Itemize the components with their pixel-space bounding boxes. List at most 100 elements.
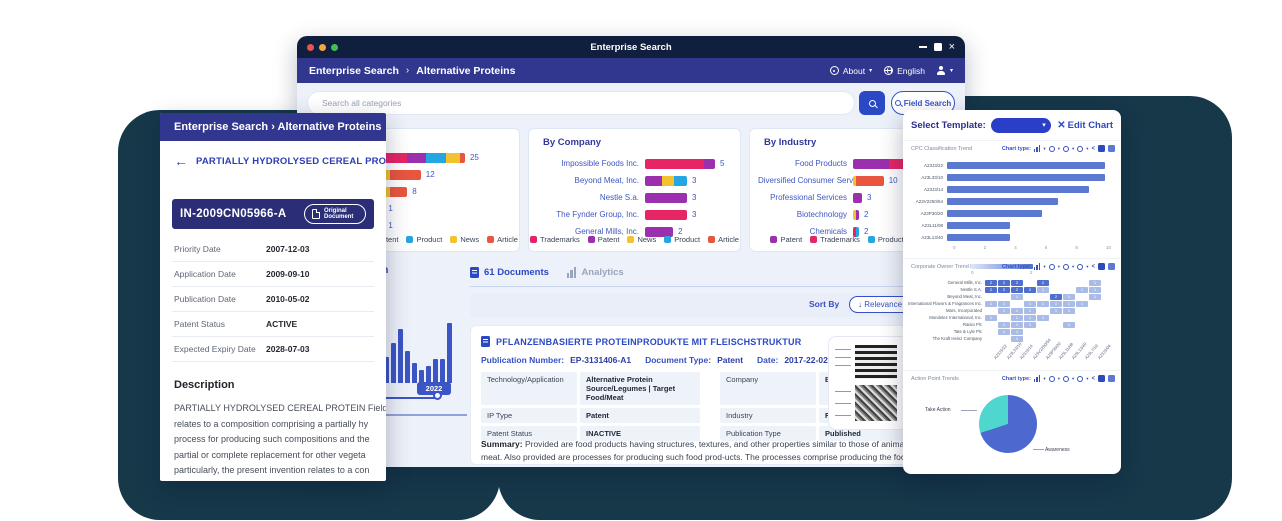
heatmap-cell <box>1050 315 1062 321</box>
bar-segment-patent <box>853 158 889 169</box>
user-menu[interactable]: ▾ <box>937 66 953 75</box>
legend-item-product: Product <box>664 235 700 244</box>
template-select[interactable]: ▾ <box>990 117 1051 133</box>
axis-tick: 0 <box>953 245 956 250</box>
detail-label: Priority Date <box>174 244 221 254</box>
chart-type-icon[interactable] <box>1033 263 1041 270</box>
heatmap-row: The Kraft Heinz Company 1 <box>903 335 1115 342</box>
heatmap-cell <box>1024 280 1036 286</box>
cpc-label: A23J3/22 <box>923 162 943 168</box>
breadcrumb-current: Alternative Proteins <box>416 64 516 77</box>
minimize-traffic-light[interactable] <box>319 43 326 51</box>
share-icon[interactable]: < <box>1091 263 1095 270</box>
legend-item-patent: Patent <box>770 235 802 244</box>
heatmap-cell <box>1089 301 1101 307</box>
original-document-button[interactable]: Original Document <box>304 204 366 224</box>
chart-view-icon[interactable] <box>1108 145 1115 152</box>
heatmap-cell <box>1037 308 1049 314</box>
legend-item-product: Product <box>867 235 904 244</box>
minimize-icon[interactable] <box>918 46 927 48</box>
time-filter-icon[interactable] <box>1048 375 1055 382</box>
heatmap-cell <box>1024 294 1036 300</box>
heatmap-cell: 2 <box>1011 286 1023 293</box>
chart-bar-row: Diversified Consumer Serv... 10 <box>758 172 957 189</box>
maximize-traffic-light[interactable] <box>331 43 338 51</box>
search-input[interactable]: Search all categories <box>307 91 855 115</box>
bar-label: Chemicals <box>809 227 847 236</box>
legend-item-trademarks: Trademarks <box>530 235 580 244</box>
time-filter-icon[interactable] <box>1048 145 1055 152</box>
close-traffic-light[interactable] <box>307 43 314 51</box>
edit-chart-button[interactable]: ✕ Edit Chart <box>1057 120 1113 131</box>
heatmap-row-label: Raisio Plc <box>962 322 982 327</box>
heatmap-cell <box>1063 315 1075 321</box>
table-view-icon[interactable] <box>1098 375 1105 382</box>
heatmap-cell: 1 <box>1024 300 1036 307</box>
pie-callout-line <box>961 410 977 411</box>
heatmap-cell <box>1050 329 1062 335</box>
settings-icon[interactable] <box>1077 375 1084 382</box>
heatmap-cell <box>1050 280 1062 286</box>
legend-label: Patent <box>780 235 803 244</box>
heatmap-cell <box>1089 308 1101 314</box>
heatmap-cell: 2 <box>1024 286 1036 293</box>
zoom-icon[interactable] <box>1062 145 1069 152</box>
heatmap-cell <box>1063 329 1075 335</box>
stacked-bar <box>853 158 910 169</box>
chart-view-icon[interactable] <box>1108 263 1115 270</box>
share-icon[interactable]: < <box>1091 145 1095 152</box>
year-slider-handle[interactable] <box>433 391 442 400</box>
document-icon <box>481 336 490 347</box>
search-icon <box>868 99 876 107</box>
bar-segment-news <box>446 152 460 163</box>
heatmap-cell <box>1037 329 1049 335</box>
heatmap-cell: 1 <box>1011 328 1023 335</box>
heatmap-cell: 1 <box>1050 307 1062 314</box>
traffic-lights[interactable] <box>307 43 338 51</box>
heatmap-row-label: General Mills, Inc. <box>947 280 982 285</box>
description-heading: Description <box>174 379 235 391</box>
language-menu[interactable]: English <box>884 66 925 76</box>
chevron-down-icon: ▾ <box>1043 375 1046 381</box>
histogram-bar <box>412 363 417 383</box>
detail-value: 2010-05-02 <box>266 294 310 304</box>
breadcrumb-root[interactable]: Enterprise Search <box>309 64 399 77</box>
zoom-icon[interactable] <box>1062 263 1069 270</box>
heatmap-cell: 1 <box>998 307 1010 314</box>
heatmap-cell <box>998 336 1010 342</box>
filter-slider-track[interactable] <box>317 414 467 416</box>
zoom-icon[interactable] <box>1062 375 1069 382</box>
about-menu[interactable]: About ▾ <box>829 66 872 76</box>
chevron-down-icon: ▾ <box>1057 375 1060 381</box>
chart-view-icon[interactable] <box>1108 375 1115 382</box>
search-button[interactable] <box>859 91 885 115</box>
heatmap-cell: 1 <box>1089 293 1101 300</box>
description-line: relates to a composition comprising a pa… <box>174 418 369 429</box>
bar-segment-trademarks <box>645 158 704 169</box>
histogram-bar <box>419 370 424 383</box>
settings-icon[interactable] <box>1077 145 1084 152</box>
table-view-icon[interactable] <box>1098 145 1105 152</box>
scale-min: 0 <box>971 270 974 275</box>
close-icon[interactable]: × <box>948 41 955 53</box>
legend-label: Article <box>497 235 518 244</box>
settings-icon[interactable] <box>1077 263 1084 270</box>
chart-type-icon[interactable] <box>1033 375 1041 382</box>
tab-documents[interactable]: 61 Documents <box>470 267 549 278</box>
description-line: cereal protein having similar properties… <box>174 479 386 482</box>
table-view-icon[interactable] <box>1098 263 1105 270</box>
time-filter-icon[interactable] <box>1048 263 1055 270</box>
patent-thumbnail[interactable] <box>828 336 908 430</box>
meta-value: EP-3131406-A1 <box>570 354 632 365</box>
maximize-icon[interactable] <box>933 43 942 51</box>
tab-analytics[interactable]: Analytics <box>566 267 624 278</box>
detail-row: Priority Date 2007-12-03 <box>172 237 374 262</box>
document-title[interactable]: PFLANZENBASIERTE PROTEINPRODUKTE MIT FLE… <box>496 336 802 347</box>
stacked-bar <box>645 226 673 237</box>
back-arrow-icon[interactable]: ← <box>174 153 188 169</box>
stacked-bar <box>380 169 421 180</box>
share-icon[interactable]: < <box>1091 375 1095 382</box>
chart-type-icon[interactable] <box>1033 145 1041 152</box>
field-search-label: Field Search <box>903 98 952 108</box>
document-card[interactable]: PFLANZENBASIERTE PROTEINPRODUKTE MIT FLE… <box>470 325 937 465</box>
